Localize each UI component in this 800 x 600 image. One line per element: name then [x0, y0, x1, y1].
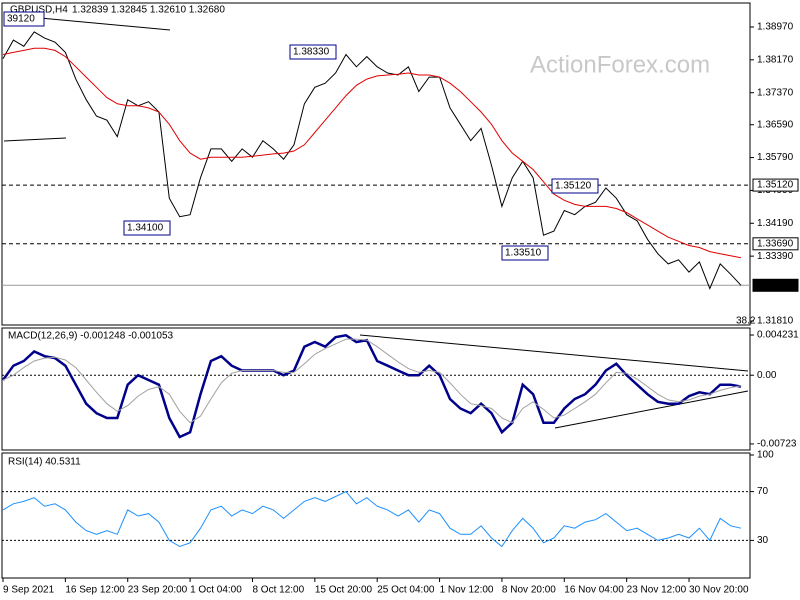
level-label: 1.33690: [757, 238, 794, 249]
x-tick-label: 23 Sep 20:00: [128, 585, 188, 596]
macd-panel: [1, 327, 751, 451]
annotation: 1.38330: [293, 47, 330, 58]
price-panel: [1, 2, 751, 326]
annotation: 39120: [7, 14, 35, 25]
macd-title: MACD(12,26,9) -0.001248 -0.001053: [8, 331, 174, 342]
x-tick-label: 8 Nov 20:00: [502, 585, 556, 596]
x-tick-label: 1 Oct 04:00: [190, 585, 242, 596]
level-label: 1.32680: [757, 280, 794, 291]
y-tick-label: -0.00723: [757, 439, 797, 450]
y-tick-label: 1.33390: [757, 251, 794, 262]
y-tick-label: 1.35790: [757, 152, 794, 163]
trendline: [359, 334, 749, 372]
x-tick-label: 16 Sep 12:00: [65, 585, 125, 596]
x-tick-label: 9 Sep 2021: [3, 585, 55, 596]
annotation-box: [289, 44, 337, 60]
annotation: 1.35120: [555, 181, 592, 192]
y-tick-label: 30: [757, 535, 769, 546]
series-line: [2, 490, 742, 548]
x-tick-label: 30 Nov 20:00: [689, 585, 749, 596]
x-tick-label: 1 Nov 12:00: [440, 585, 494, 596]
y-tick-label: 1.31810: [757, 316, 794, 327]
watermark: ActionForex.com: [530, 51, 710, 78]
level-box: [752, 278, 799, 292]
annotation-box: [3, 11, 45, 27]
rsi-title: RSI(14) 40.5311: [8, 457, 81, 468]
level-box: [752, 237, 799, 251]
annotation-box: [123, 220, 171, 236]
trendline: [39, 17, 171, 31]
level-label: 1.35120: [757, 180, 794, 191]
x-tick-label: 8 Oct 12:00: [252, 585, 304, 596]
trendline: [554, 390, 749, 429]
x-tick-label: 25 Oct 04:00: [377, 585, 435, 596]
y-tick-label: 1.34190: [757, 218, 794, 229]
annotation: 1.33510: [505, 248, 542, 259]
annotation: 1.34100: [127, 223, 164, 234]
annotation-box: [501, 245, 549, 261]
series-line: [1, 333, 742, 439]
x-tick-label: 23 Nov 12:00: [627, 585, 687, 596]
trendline: [3, 137, 67, 142]
series-line: [2, 47, 742, 259]
x-tick-label: 16 Nov 04:00: [564, 585, 624, 596]
y-tick-label: 0.004231: [757, 330, 799, 341]
rsi-panel: [1, 452, 751, 579]
x-tick-label: 15 Oct 20:00: [315, 585, 373, 596]
symbol: GBPUSD,H4: [10, 5, 68, 16]
y-tick-label: 1.38970: [757, 22, 794, 33]
y-tick-label: 0.00: [757, 370, 777, 381]
y-tick-label: 100: [757, 450, 774, 461]
ohlc: 1.32839 1.32845 1.32610 1.32680: [72, 5, 225, 16]
annotation-box: [551, 178, 599, 194]
y-tick-label: 1.36590: [757, 119, 794, 130]
series-line: [2, 338, 742, 424]
level-box: [752, 178, 799, 192]
y-tick-label: 1.37370: [757, 87, 794, 98]
annotation: 38.2: [736, 316, 756, 327]
y-tick-label: 70: [757, 486, 769, 497]
y-tick-label: 1.38170: [757, 54, 794, 65]
